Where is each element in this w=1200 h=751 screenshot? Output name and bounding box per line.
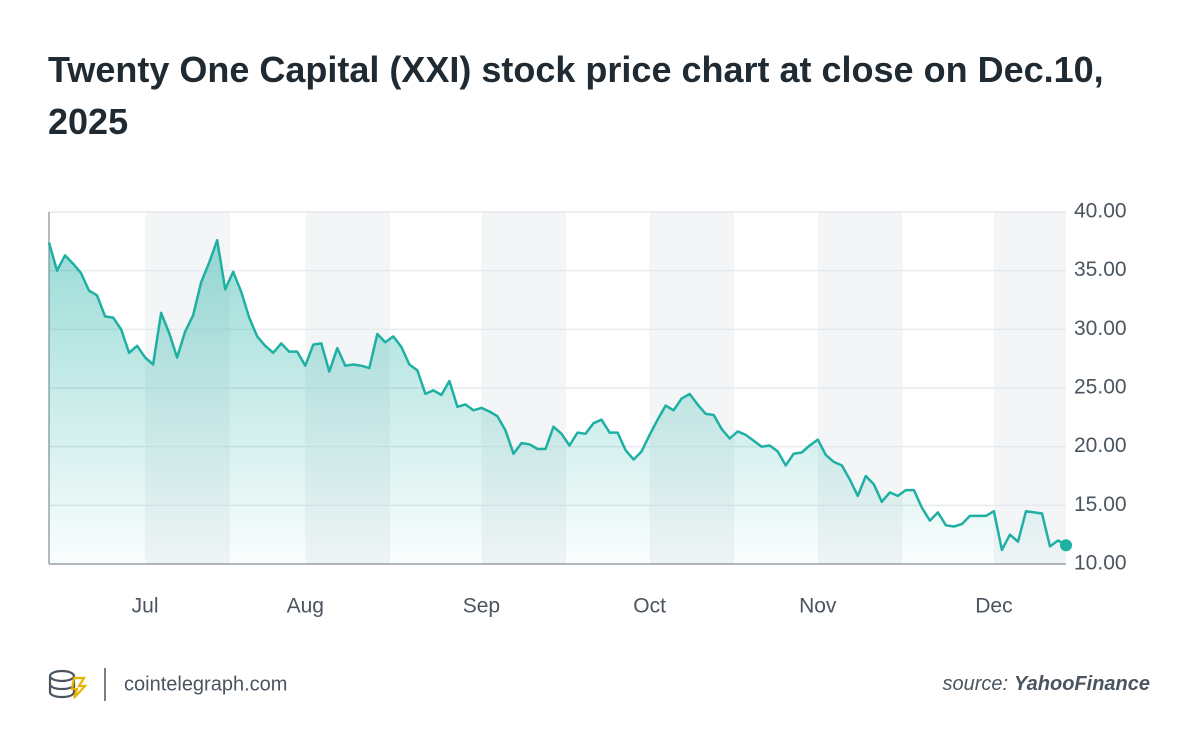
y-tick-label: 35.00 [1074, 258, 1127, 281]
logo [48, 669, 88, 699]
y-tick-label: 20.00 [1074, 434, 1127, 457]
site-name: cointelegraph.com [124, 673, 287, 695]
source: source: YahooFinance [942, 673, 1150, 695]
source-label: source: [942, 673, 1008, 695]
area [49, 240, 1066, 564]
x-tick-label: Dec [975, 595, 1012, 618]
x-tick-label: Jul [132, 595, 159, 618]
x-tick-label: Nov [799, 595, 837, 618]
x-tick-label: Sep [463, 595, 500, 618]
last-point [1060, 539, 1072, 552]
y-tick-label: 25.00 [1074, 376, 1127, 399]
y-tick-label: 30.00 [1074, 317, 1127, 340]
y-tick-label: 15.00 [1074, 493, 1127, 516]
source-name: YahooFinance [1014, 673, 1150, 695]
price-line [47, 238, 1067, 552]
x-tick-label: Aug [287, 595, 324, 618]
y-tick-label: 40.00 [1074, 200, 1127, 223]
chart-title: Twenty One Capital (XXI) stock price cha… [48, 49, 1104, 142]
x-tick-label: Oct [633, 595, 666, 618]
y-tick-label: 10.00 [1074, 552, 1127, 575]
